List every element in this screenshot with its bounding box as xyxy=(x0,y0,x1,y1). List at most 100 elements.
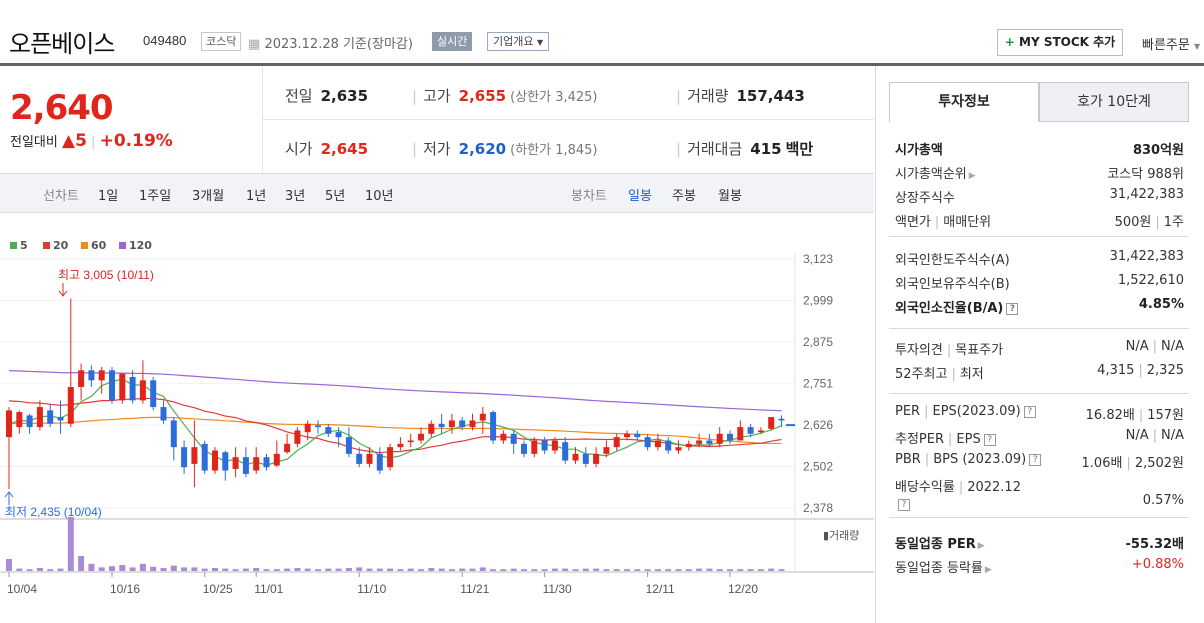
y-tick-label: 2,875 xyxy=(803,335,833,349)
info-label-text: 시가총액순위 xyxy=(895,167,967,182)
low-annotation: 최저 2,435 (10/04) xyxy=(5,505,102,519)
info-label-text-2: 최저 xyxy=(959,367,984,382)
open-label: 시가 xyxy=(285,140,313,158)
x-tick-label: 11/21 xyxy=(460,582,489,596)
separator: | xyxy=(958,480,964,495)
ma-legend-20: 20 xyxy=(43,239,68,252)
info-value-text: 1.06배 xyxy=(1081,456,1123,471)
period-1y[interactable]: 1년 xyxy=(246,189,267,204)
candle-body xyxy=(170,420,177,448)
low-arrow-head xyxy=(4,491,14,498)
candle-body xyxy=(541,440,548,451)
legend-label: 5 xyxy=(20,239,28,252)
info-label: 시가총액순위 ▶ xyxy=(895,163,976,182)
candle-body xyxy=(562,442,569,461)
info-row: 외국인소진율(B/A)? 4.85% xyxy=(895,297,1184,316)
period-3y[interactable]: 3년 xyxy=(285,189,306,204)
info-value-text: 500원 xyxy=(1114,215,1152,230)
candle-body xyxy=(345,437,352,454)
candle-monthly[interactable]: 월봉 xyxy=(718,189,742,204)
info-value-text: 4,315 xyxy=(1097,363,1135,378)
candle-daily[interactable]: 일봉 xyxy=(628,189,652,204)
info-value-text-2: 2,325 xyxy=(1146,363,1184,378)
info-row: 상장주식수 31,422,383 xyxy=(895,187,1184,206)
period-10y[interactable]: 10년 xyxy=(365,189,394,204)
volume-bar xyxy=(47,569,54,571)
info-value: 4,315 | 2,325 xyxy=(1097,363,1184,378)
period-bar: 선차트 1일 1주일 3개월 1년 3년 5년 10년 봉차트 일봉 주봉 월봉 xyxy=(0,173,874,213)
candle-body xyxy=(212,450,218,471)
candle-body xyxy=(510,433,517,444)
candle-body xyxy=(181,447,188,468)
info-value: +0.88% xyxy=(1132,557,1184,572)
candle-body xyxy=(716,433,723,444)
info-value: N/A | N/A xyxy=(1126,339,1184,354)
info-value-text: 31,422,383 xyxy=(1109,249,1184,264)
info-row[interactable]: 동일업종 PER ▶ -55.32배 xyxy=(895,533,1184,552)
company-info-dropdown[interactable]: 기업개요 ▼ xyxy=(487,32,550,51)
volume-bar xyxy=(109,566,115,571)
info-value: 830억원 xyxy=(1133,139,1184,158)
period-1d[interactable]: 1일 xyxy=(98,189,119,204)
change-label: 전일대비 xyxy=(10,135,58,150)
my-stock-add-button[interactable]: + MY STOCK 추가 xyxy=(997,29,1123,56)
quick-order-button[interactable]: 빠른주문 ▼ xyxy=(1142,34,1200,53)
volume-bar xyxy=(315,569,321,571)
separator: | xyxy=(1155,215,1160,230)
ma-legend-120: 120 xyxy=(119,239,152,252)
info-row: 추정PER | EPS? N/A | N/A xyxy=(895,428,1184,447)
info-label-text: 외국인보유주식수(B) xyxy=(895,277,1010,292)
period-1w[interactable]: 1주일 xyxy=(139,189,172,204)
info-value-text: 830억원 xyxy=(1132,143,1184,158)
high-annotation: 최고 3,005 (10/11) xyxy=(58,268,154,282)
candle-body xyxy=(665,440,672,451)
help-icon[interactable]: ? xyxy=(1029,454,1042,466)
volume-bar xyxy=(716,569,723,571)
candle-body xyxy=(603,447,610,454)
trade-amount: | 거래대금 415 백만 xyxy=(676,140,814,158)
info-tabs: 투자정보 호가 10단계 xyxy=(889,82,1189,122)
volume-bar xyxy=(541,569,548,571)
help-icon[interactable]: ? xyxy=(1023,406,1036,418)
high-value: 2,655 xyxy=(458,87,507,105)
candle-body xyxy=(727,433,733,441)
section-divider xyxy=(889,236,1189,237)
candle-body xyxy=(428,423,435,434)
period-5y[interactable]: 5년 xyxy=(325,189,346,204)
realtime-button[interactable]: 실시간 xyxy=(432,32,473,51)
info-row: 투자의견 | 목표주가 N/A | N/A xyxy=(895,339,1184,358)
volume-bar xyxy=(510,568,517,571)
open-value: 2,645 xyxy=(320,140,369,158)
volume-bar xyxy=(768,568,775,571)
chevron-right-icon: ▶ xyxy=(984,565,992,575)
candle-body xyxy=(572,453,579,461)
volume-bar xyxy=(294,568,301,571)
candle-body xyxy=(150,380,157,408)
tab-orderbook[interactable]: 호가 10단계 xyxy=(1039,82,1189,122)
help-icon[interactable]: ? xyxy=(983,434,996,446)
separator: | xyxy=(1126,456,1131,471)
high-arrow-head xyxy=(58,290,68,297)
candle-body xyxy=(356,453,363,464)
volume-bar xyxy=(603,569,610,571)
info-row[interactable]: 시가총액순위 ▶ 코스닥 988위 xyxy=(895,163,1184,182)
price-chart[interactable]: 3,123 2,999 2,875 2,751 2,626 2,502 2,378 10/04… xyxy=(0,213,874,623)
info-label-text-2: 매매단위 xyxy=(943,215,992,230)
help-icon[interactable]: ? xyxy=(1006,303,1019,315)
info-label-text-2: 2022.12 xyxy=(967,480,1021,495)
separator: | xyxy=(934,215,940,230)
y-tick-label: 2,378 xyxy=(803,501,833,515)
info-row[interactable]: 동일업종 등락률 ▶ +0.88% xyxy=(895,557,1184,576)
low-price: | 저가 2,620 (하한가 1,845) xyxy=(412,140,598,158)
help-icon[interactable]: ? xyxy=(898,499,910,511)
quick-order-arrow-icon: ▼ xyxy=(1193,42,1201,51)
tab-invest-info[interactable]: 투자정보 xyxy=(889,82,1039,122)
info-label-text: 동일업종 등락률 xyxy=(895,561,983,576)
candle-body xyxy=(747,427,754,434)
period-3m[interactable]: 3개월 xyxy=(192,189,225,204)
volume-bar xyxy=(335,568,342,571)
volume-bar xyxy=(428,568,435,571)
x-tick-label: 11/01 xyxy=(254,582,283,596)
candle-weekly[interactable]: 주봉 xyxy=(672,189,696,204)
info-row: 외국인보유주식수(B) 1,522,610 xyxy=(895,273,1184,292)
